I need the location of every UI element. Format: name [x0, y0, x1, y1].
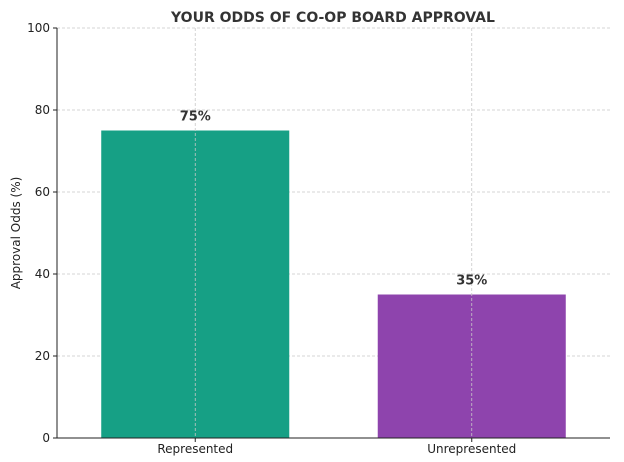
y-tick-label: 80 [35, 103, 50, 117]
x-tick-label: Unrepresented [427, 442, 516, 456]
y-tick-label: 0 [42, 431, 50, 445]
bar-unrepresented [377, 294, 566, 438]
data-label: 75% [180, 110, 211, 125]
chart-title: YOUR ODDS OF CO-OP BOARD APPROVAL [170, 10, 495, 26]
bars [101, 130, 566, 438]
y-axis-label: Approval Odds (%) [9, 177, 23, 290]
y-tick-label: 40 [35, 267, 50, 281]
y-tick-label: 100 [27, 21, 50, 35]
y-tick-label: 60 [35, 185, 50, 199]
vertical-grid [194, 28, 473, 438]
y-tick-label: 20 [35, 349, 50, 363]
data-label: 35% [456, 274, 487, 289]
data-labels: 75% 35% [180, 110, 488, 289]
x-tick-label: Represented [157, 442, 233, 456]
axes: 0 20 40 60 80 100 Represented Unrepresented [27, 21, 610, 456]
